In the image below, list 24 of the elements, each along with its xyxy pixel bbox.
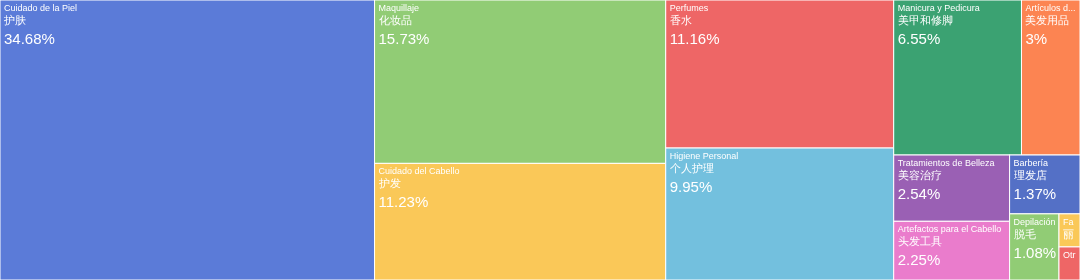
data-label: 2.54% [897,185,941,203]
category-label: Cuidado de la Piel 护肤 [3,3,78,26]
category-label: Otr [1062,249,1076,260]
category-label: Tratamientos de Belleza 美容治疗 [897,158,995,182]
data-label: 11.23% [378,193,429,211]
data-label: 9.95% [669,178,713,196]
category-label: Manicura y Pedicura 美甲和修脚 [897,3,980,26]
data-label: 1.08% [1013,243,1057,261]
data-label: 1.37% [1013,185,1057,203]
category-label: Cuidado del Cabello 护发 [377,166,460,190]
data-label: 2.25% [897,251,941,269]
data-label: 3% [1025,30,1048,47]
data-label: 11.16% [669,30,720,47]
category-label: Maquillaje 化妆品 [378,3,420,26]
data-label: 34.68% [4,30,55,47]
data-label: 15.73% [378,30,430,47]
category-label: Depilación 脱毛 [1013,216,1056,240]
category-label: Higiene Personal 个人护理 [669,151,739,175]
category-label: Artículos d... 美发用品 [1025,3,1076,26]
category-label: Artefactos para el Cabello 头发工具 [897,224,1002,248]
data-label: 6.55% [897,30,941,47]
category-label: Barbería 理发店 [1013,158,1049,182]
category-label: Perfumes 香水 [669,3,709,26]
category-label: Fa 丽 [1062,216,1074,240]
